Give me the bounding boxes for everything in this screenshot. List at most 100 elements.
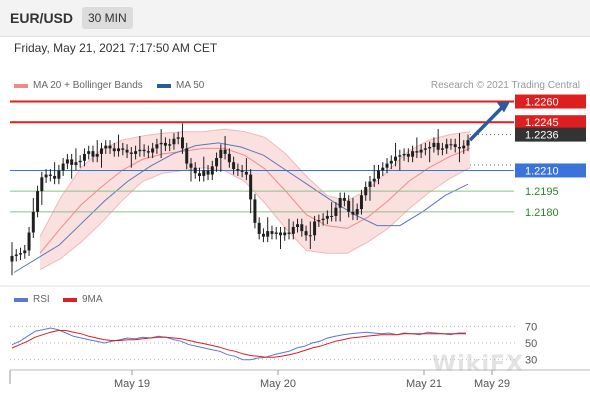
candle-body <box>355 209 359 215</box>
timestamp: Friday, May 21, 2021 7:17:50 AM CET <box>14 41 218 55</box>
candle-body <box>359 195 363 210</box>
legend-ma50: MA 50 <box>157 80 204 91</box>
candle-body <box>112 148 116 152</box>
candle-body <box>82 153 86 161</box>
candle-body <box>48 174 52 176</box>
level-tag-2 <box>515 127 586 142</box>
candle-body <box>428 147 432 149</box>
candle-body <box>223 149 227 154</box>
candle-body <box>423 148 427 150</box>
candle-body <box>210 166 214 175</box>
candle-body <box>385 163 389 168</box>
candle-body <box>163 142 167 146</box>
candle-body <box>317 220 321 222</box>
candle-body <box>185 148 189 164</box>
candle-body <box>462 145 466 149</box>
header-bar: EUR/USD 30 MIN <box>0 0 590 37</box>
level-label-0: 1.2260 <box>525 97 559 109</box>
candle-body <box>189 163 193 168</box>
candle-body <box>296 224 300 227</box>
candle-body <box>142 149 146 152</box>
copyright: Research © 2021 Trading Central <box>430 80 580 91</box>
candle-body <box>19 253 23 255</box>
candle-body <box>261 233 265 237</box>
candle-body <box>244 171 248 175</box>
candle-body <box>308 235 312 237</box>
ma50-line <box>13 142 469 273</box>
candle-body <box>117 148 121 152</box>
candle-body <box>193 167 197 174</box>
candle-body <box>125 149 129 153</box>
legend-rsi-label: RSI <box>33 294 50 305</box>
candle-body <box>138 149 142 152</box>
candle-body <box>134 151 138 154</box>
candle-body <box>151 148 155 153</box>
candle-body <box>36 191 40 212</box>
candle-body <box>65 159 69 164</box>
level-tag-0 <box>515 94 586 109</box>
candle-body <box>198 173 202 176</box>
candle-body <box>330 215 334 217</box>
candle-body <box>453 144 457 148</box>
bollinger-upper-line <box>39 128 471 237</box>
rsi-line <box>11 327 466 361</box>
level-label-4: 1.2195 <box>525 186 559 198</box>
candle-body <box>406 153 410 157</box>
rsi-tick-1: 50 <box>525 338 537 350</box>
candle-body <box>99 148 103 154</box>
candle-body <box>23 250 27 254</box>
candle-body <box>351 211 355 215</box>
candle-body <box>108 145 112 149</box>
candle-body <box>232 162 236 170</box>
candle-body <box>342 198 346 201</box>
candle-body <box>219 149 223 159</box>
candle-body <box>368 181 372 187</box>
9ma-swatch <box>63 297 77 302</box>
level-label-1: 1.2245 <box>525 117 559 129</box>
candle-body <box>121 148 125 150</box>
candle-body <box>436 142 440 150</box>
rsi-tick-2: 30 <box>525 355 537 367</box>
candle-body <box>202 170 206 176</box>
candle-body <box>364 187 368 196</box>
candle-body <box>457 147 461 149</box>
candle-body <box>87 151 91 154</box>
candle-body <box>104 145 108 149</box>
legend-ma50-label: MA 50 <box>176 80 205 91</box>
rsi-tick-0: 70 <box>525 321 537 333</box>
candle-body <box>440 148 444 150</box>
candle-body <box>278 232 282 236</box>
candle-body <box>381 167 385 171</box>
candle-body <box>227 153 231 163</box>
candle-body <box>168 144 172 146</box>
candle-body <box>283 232 287 236</box>
candle-body <box>432 142 436 148</box>
candle-body <box>411 151 415 157</box>
candle-body <box>61 163 65 171</box>
candle-body <box>466 140 470 146</box>
candle-body <box>57 170 61 179</box>
symbol-label: EUR/USD <box>10 10 74 26</box>
timeframe-button[interactable]: 30 MIN <box>82 7 133 29</box>
candle-body <box>338 198 342 208</box>
candle-body <box>249 174 253 200</box>
candle-body <box>176 137 180 139</box>
candle-body <box>415 151 419 153</box>
candle-body <box>377 170 381 179</box>
x-tick-label-2: May 21 <box>406 378 442 390</box>
candle-body <box>291 226 295 234</box>
candle-body <box>44 174 48 178</box>
candle-body <box>287 232 291 234</box>
legend-rsi: RSI <box>14 294 50 305</box>
candle-body <box>270 231 274 234</box>
candle-body <box>372 178 376 182</box>
candle-body <box>146 151 150 153</box>
candle-body <box>445 144 449 149</box>
rsi-ma-line <box>11 330 466 358</box>
candle-body <box>274 232 278 234</box>
candle-body <box>300 224 304 232</box>
level-tag-3 <box>515 163 586 178</box>
level-label-2: 1.2236 <box>525 130 559 142</box>
forecast-arrowhead <box>497 101 510 113</box>
